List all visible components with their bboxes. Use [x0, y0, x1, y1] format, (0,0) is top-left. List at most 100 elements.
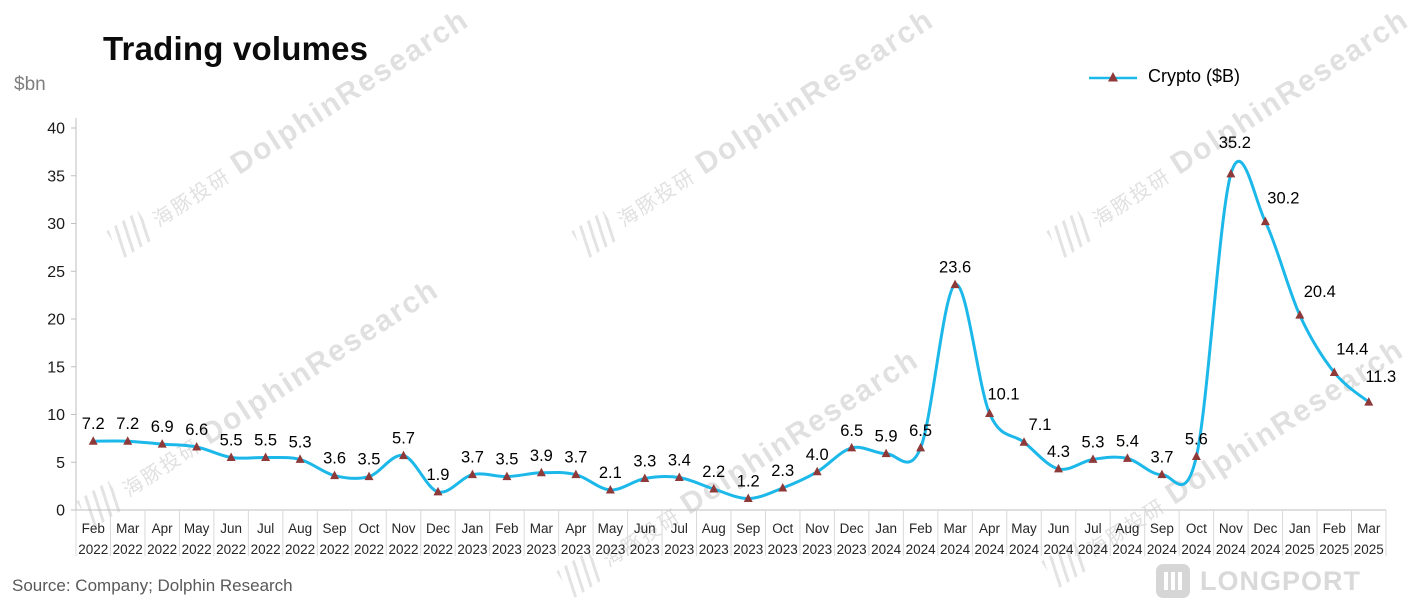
data-point-marker — [605, 484, 615, 494]
x-axis-year-label: 2023 — [664, 542, 694, 557]
data-point-label: 2.3 — [771, 462, 794, 480]
x-axis-month-label: Sep — [323, 521, 347, 536]
data-point-label: 3.3 — [633, 452, 656, 470]
data-point-label: 3.7 — [564, 449, 587, 467]
x-axis-month-label: Jul — [1084, 521, 1101, 536]
x-axis-year-label: 2024 — [871, 542, 902, 557]
data-point-marker — [1157, 469, 1167, 479]
data-point-marker — [295, 454, 305, 463]
data-point-label: 1.9 — [427, 466, 450, 484]
longport-logo: LONGPORT — [1156, 564, 1361, 598]
data-point-marker — [330, 470, 340, 480]
x-axis-year-label: 2022 — [285, 542, 315, 557]
data-point-marker — [1054, 463, 1063, 473]
x-axis-year-label: 2022 — [216, 542, 246, 557]
data-point-marker — [743, 493, 753, 503]
data-point-marker — [1122, 453, 1132, 462]
x-axis-month-label: Jun — [1048, 521, 1070, 536]
x-axis-year-label: 2023 — [630, 542, 660, 557]
data-labels: 7.2 7.2 6.9 6.6 5.5 5.5 5.3 3.6 3.5 5.7 1.9 3.7 3.5 3… — [82, 134, 1396, 491]
data-point-label: 7.2 — [116, 415, 139, 433]
x-axis-month-label: Mar — [116, 521, 140, 536]
data-point-label: 1.2 — [737, 473, 760, 491]
x-axis-month-label: Apr — [565, 521, 587, 536]
x-axis-year-label: 2022 — [251, 542, 281, 557]
x-axis-month-label: Jun — [220, 521, 242, 536]
x-axis-year-label: 2023 — [802, 542, 832, 557]
data-point-label: 6.5 — [909, 422, 932, 440]
x-axis-month-label: Feb — [1323, 521, 1346, 536]
data-point-label: 7.1 — [1029, 416, 1052, 434]
x-axis-year-label: 2024 — [1147, 542, 1178, 557]
x-axis-year-label: 2024 — [1112, 542, 1143, 557]
x-axis-year-label: 2023 — [768, 542, 798, 557]
x-axis-year-label: 2023 — [561, 542, 591, 557]
x-axis-year-label: 2024 — [1216, 542, 1247, 557]
x-axis-month-label: Apr — [152, 521, 174, 536]
data-point-label: 23.6 — [939, 259, 971, 277]
data-point-label: 5.9 — [875, 428, 898, 446]
x-axis-month-label: Dec — [1253, 521, 1277, 536]
x-axis-year-label: 2023 — [699, 542, 729, 557]
legend-label: Crypto ($B) — [1148, 66, 1241, 86]
longport-logo-icon — [1156, 564, 1190, 598]
x-axis-year-label: 2023 — [492, 542, 522, 557]
x-axis-month-label: Jan — [462, 521, 484, 536]
y-axis-tick-label: 10 — [47, 407, 65, 424]
data-point-label: 3.5 — [358, 451, 381, 469]
data-point-marker — [364, 471, 374, 481]
x-axis-year-label: 2022 — [147, 542, 177, 557]
x-axis-month-label: Sep — [736, 521, 760, 536]
x-axis-month-label: Oct — [1186, 521, 1207, 536]
x-axis-month-label: Aug — [702, 521, 726, 536]
x-axis-year-label: 2023 — [733, 542, 763, 557]
data-point-label: 3.7 — [461, 449, 484, 467]
x-axis-month-label: Mar — [1357, 521, 1381, 536]
x-axis-month-label: Jan — [1289, 521, 1311, 536]
data-point-marker — [88, 436, 98, 445]
legend: Crypto ($B) — [1088, 66, 1240, 87]
data-point-marker — [433, 486, 443, 496]
y-axis-unit-label: $bn — [14, 74, 46, 95]
data-point-label: 35.2 — [1219, 134, 1251, 152]
data-point-marker — [157, 439, 167, 448]
data-point-marker — [847, 442, 857, 452]
x-axis-month-label: Aug — [1115, 521, 1139, 536]
data-point-marker — [502, 471, 512, 481]
data-point-marker — [881, 448, 891, 458]
data-point-label: 5.3 — [1082, 433, 1105, 451]
x-axis-year-label: 2022 — [78, 542, 108, 557]
data-point-label: 11.3 — [1365, 368, 1396, 386]
data-point-marker — [536, 467, 546, 477]
data-point-label: 4.3 — [1047, 443, 1070, 461]
y-axis-tick-label: 30 — [47, 216, 65, 233]
data-point-marker — [192, 441, 202, 451]
x-axis-year-label: 2022 — [182, 542, 212, 557]
x-axis-month-label: Nov — [805, 521, 829, 536]
data-point-label: 5.5 — [220, 431, 243, 449]
y-axis-tick-label: 40 — [47, 121, 65, 138]
x-axis-month-label: Nov — [1219, 521, 1243, 536]
data-point-marker — [399, 450, 408, 460]
data-point-marker — [985, 408, 995, 418]
x-axis-month-label: Oct — [359, 521, 380, 536]
x-axis-month-label: Aug — [288, 521, 312, 536]
data-point-label: 3.4 — [668, 452, 691, 470]
x-axis-year-label: 2024 — [1043, 542, 1074, 557]
x-axis-labels: Feb 2022 Mar 2022 Apr 2022 May 2022 Jun 2022 Jul 20… — [78, 521, 1384, 557]
data-point-label: 6.9 — [151, 418, 174, 436]
x-axis-month-label: Jul — [671, 521, 688, 536]
data-point-marker — [1329, 367, 1339, 376]
x-axis-year-label: 2022 — [113, 542, 143, 557]
crypto-series-legend-icon — [1089, 71, 1137, 81]
data-point-label: 3.7 — [1150, 449, 1173, 467]
data-point-label: 3.6 — [323, 450, 346, 468]
data-point-marker — [123, 436, 133, 445]
x-axis-month-label: Dec — [426, 521, 450, 536]
x-axis-month-label: Jan — [875, 521, 897, 536]
data-point-marker — [226, 452, 236, 461]
x-axis-year-label: 2024 — [975, 542, 1006, 557]
y-axis-tick-label: 0 — [56, 503, 65, 520]
x-axis-month-label: Feb — [82, 521, 105, 536]
